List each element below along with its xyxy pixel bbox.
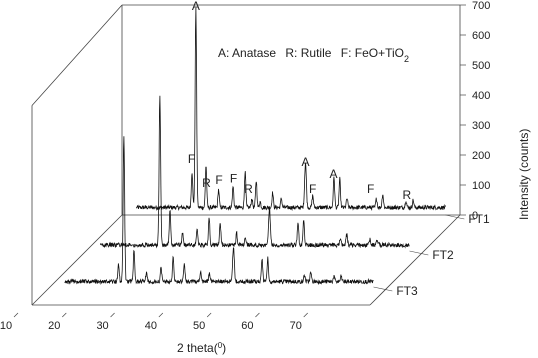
annotation-1: F (188, 152, 195, 166)
x-tick-10 (13, 312, 19, 318)
x-tick-70 (303, 312, 308, 318)
annotation-10: R (403, 188, 412, 202)
y-tick-label-300: 300 (472, 120, 490, 132)
series-trace-ft1 (136, 7, 446, 212)
series-label-ft1: FT1 (468, 212, 490, 226)
x-tick-label-30: 30 (96, 320, 108, 332)
y-tick-label-700: 700 (472, 0, 490, 12)
floor-right-edge (369, 214, 461, 306)
legend-text: A: Anatase R: Rutile F: FeO+TiO2 (218, 46, 409, 64)
x-tick-20 (62, 312, 67, 318)
series-leader-ft3 (373, 286, 393, 292)
series-leader-ft1 (445, 214, 465, 220)
series-trace-ft2 (100, 95, 410, 249)
annotation-2: F (215, 173, 222, 187)
annotation-7: A (329, 167, 337, 181)
axes-frame (31, 4, 461, 306)
x-tick-label-60: 60 (241, 320, 253, 332)
y-tick-label-400: 400 (472, 90, 490, 102)
x-axis-label-main: 2 theta( (177, 341, 218, 355)
annotation-6: A (301, 155, 309, 169)
series-label-ft3: FT3 (396, 284, 418, 298)
series-trace-ft3 (64, 136, 374, 286)
y-axis-label: Intensity (counts) (517, 129, 531, 220)
x-axis-label-close: ) (222, 341, 226, 355)
annotation-5: R (244, 182, 253, 196)
left-top-edge (31, 4, 123, 106)
x-tick-label-10: 10 (0, 320, 12, 332)
floor-left-edge (31, 214, 123, 306)
y-tick-label-100: 100 (472, 180, 490, 192)
x-tick-label-70: 70 (290, 320, 302, 332)
y-tick-label-600: 600 (472, 30, 490, 42)
x-tick-60 (255, 312, 260, 318)
legend-feo-sub: 2 (404, 54, 409, 64)
annotation-0: A (192, 0, 200, 13)
series-leader-ft2 (409, 250, 429, 256)
legend-rutile: R: Rutile (285, 46, 331, 60)
series-traces (64, 7, 446, 286)
y-tick-label-0: 0 (472, 210, 478, 222)
legend-anatase: A: Anatase (218, 46, 276, 60)
annotation-8: F (309, 182, 316, 196)
x-tick-30 (110, 312, 115, 318)
x-tick-label-50: 50 (193, 320, 205, 332)
annotation-3: R (202, 176, 211, 190)
legend-feo: F: FeO+TiO (341, 46, 404, 60)
x-tick-50 (206, 312, 212, 318)
x-axis-label: 2 theta(0) (177, 341, 226, 356)
x-tick-label-40: 40 (145, 320, 157, 332)
x-tick-label-20: 20 (48, 320, 60, 332)
x-axis-label-sup: 0 (218, 341, 223, 350)
series-labels: FT1 FT2 FT3 (373, 212, 490, 298)
y-tick-label-200: 200 (472, 150, 490, 162)
x-tick-40 (158, 312, 164, 318)
series-label-ft2: FT2 (432, 248, 454, 262)
y-tick-label-500: 500 (472, 60, 490, 72)
annotation-4: F (230, 172, 237, 186)
annotation-9: F (367, 182, 374, 196)
